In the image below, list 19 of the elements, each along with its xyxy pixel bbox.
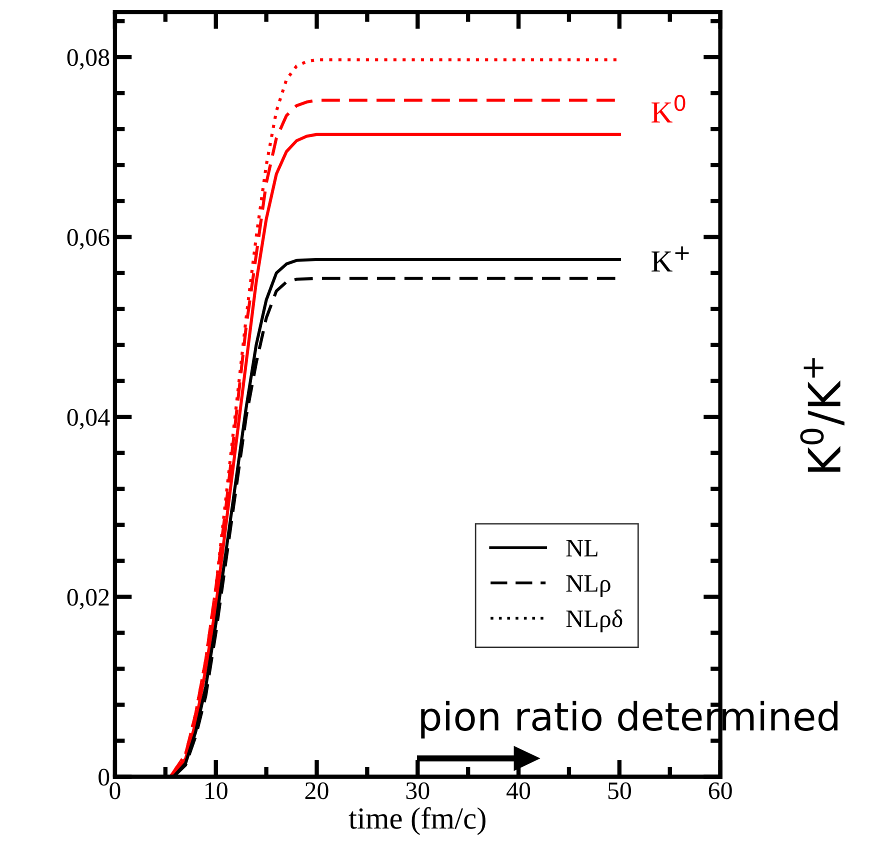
legend-label: NL [566,540,598,556]
legend-label: NLρδ [566,610,622,632]
x-tick-label: 0 [110,782,120,800]
y-tick-label: 0,08 [67,49,110,70]
annotation: K$^{+}$ [652,246,689,272]
y-tick-label: 0,02 [67,588,109,610]
text: K$^{0}$/K$^{+}$ [800,358,844,472]
x-tick-label: 30 [406,782,430,800]
legend-label: NLρ [566,575,610,597]
x-axis-title: time (fm/c) [348,807,486,836]
x-tick-label: 40 [506,782,530,800]
x-tick-label: 10 [206,782,228,800]
x-tick-label: 50 [608,782,631,800]
annotation: K$^{0}$ [652,94,686,122]
y-tick-label: 0,06 [67,229,110,250]
x-tick-label: 60 [708,782,732,800]
x-tick-label: 20 [305,782,328,800]
y-tick-label: 0,04 [67,408,110,430]
y-tick-label: 0 [98,768,110,786]
